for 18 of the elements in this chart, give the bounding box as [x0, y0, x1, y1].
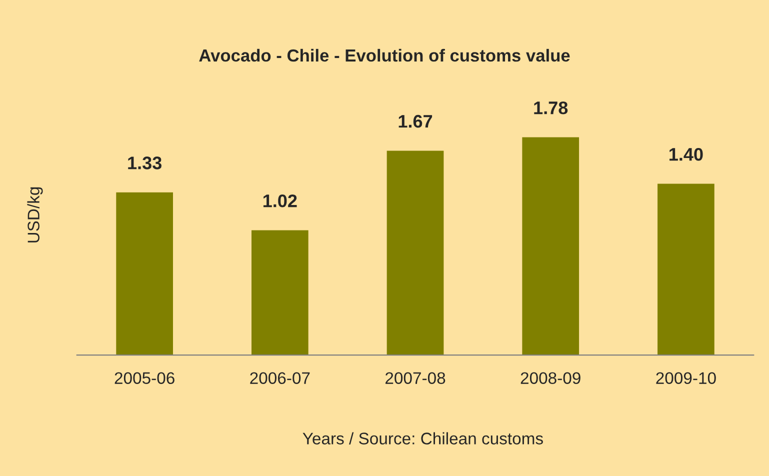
- data-label: 1.02: [263, 194, 297, 208]
- x-tick-label: 2009-10: [656, 372, 716, 384]
- data-label: 1.78: [534, 101, 568, 114]
- data-label: 1.40: [670, 148, 703, 161]
- x-tick-label: 2008-09: [520, 372, 580, 384]
- x-tick-label: 2005-06: [114, 372, 174, 384]
- x-tick-label: 2006-07: [250, 372, 310, 384]
- data-label: 1.33: [128, 156, 162, 170]
- bar: [251, 230, 308, 356]
- bar: [386, 150, 444, 356]
- data-label: 1.67: [398, 114, 432, 128]
- x-axis-title: Years / Source: Chilean customs: [302, 432, 543, 444]
- bar: [522, 137, 580, 356]
- x-tick-label: 2007-08: [386, 372, 446, 384]
- bar: [658, 184, 714, 356]
- bar: [116, 192, 173, 356]
- chart-title: Avocado - Chile - Evolution of customs value: [199, 48, 570, 62]
- y-axis-title: USD/kg: [27, 187, 43, 242]
